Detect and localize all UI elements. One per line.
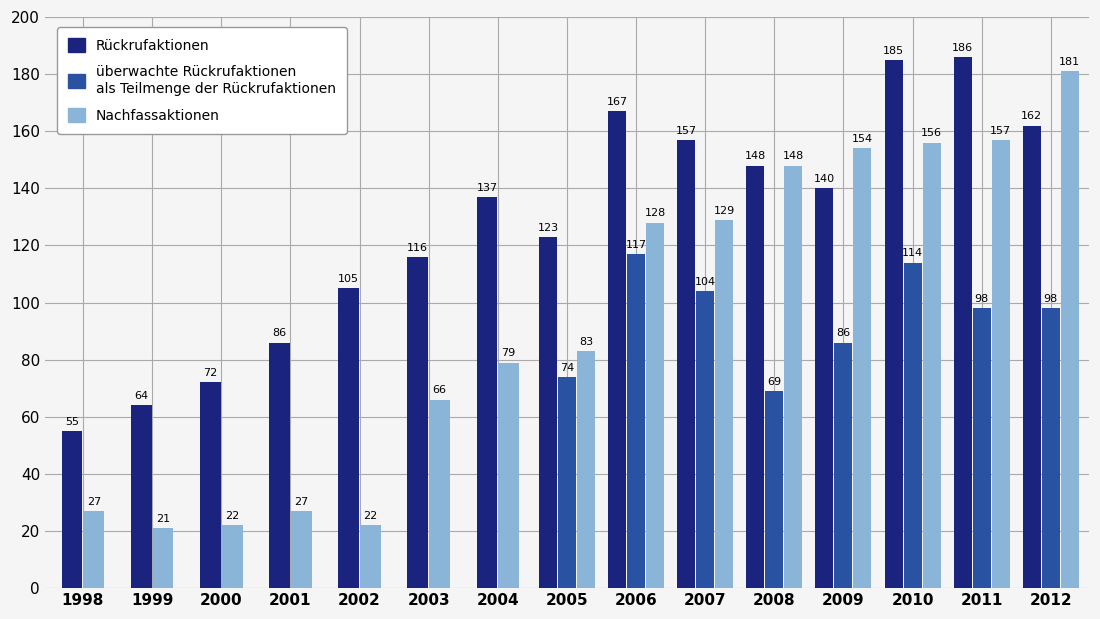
Bar <box>903 262 922 588</box>
Bar <box>290 511 311 588</box>
Bar <box>476 197 497 588</box>
Bar <box>766 391 783 588</box>
Text: 66: 66 <box>432 386 447 396</box>
Bar <box>992 140 1010 588</box>
Bar <box>972 308 991 588</box>
Text: 148: 148 <box>745 151 766 162</box>
Text: 98: 98 <box>975 294 989 304</box>
Text: 186: 186 <box>953 43 974 53</box>
Text: 116: 116 <box>407 243 428 253</box>
Bar <box>784 165 802 588</box>
Text: 55: 55 <box>65 417 79 426</box>
Bar <box>131 405 152 588</box>
Bar <box>923 143 940 588</box>
Text: 148: 148 <box>783 151 804 162</box>
Text: 157: 157 <box>990 126 1011 136</box>
Bar <box>407 257 428 588</box>
Text: 185: 185 <box>883 46 904 56</box>
Text: 105: 105 <box>338 274 359 284</box>
Bar <box>360 526 381 588</box>
Text: 79: 79 <box>502 348 516 358</box>
Text: 86: 86 <box>836 328 850 338</box>
Bar <box>200 383 221 588</box>
Bar <box>884 60 903 588</box>
Text: 128: 128 <box>645 209 665 219</box>
Text: 167: 167 <box>606 97 628 107</box>
Text: 181: 181 <box>1059 57 1080 67</box>
Bar <box>62 431 82 588</box>
Text: 162: 162 <box>1021 111 1043 121</box>
Bar <box>270 342 290 588</box>
Text: 22: 22 <box>363 511 377 521</box>
Text: 154: 154 <box>851 134 873 144</box>
Bar <box>1042 308 1060 588</box>
Text: 64: 64 <box>134 391 148 401</box>
Text: 74: 74 <box>560 363 574 373</box>
Text: 117: 117 <box>626 240 647 249</box>
Text: 86: 86 <box>273 328 287 338</box>
Bar <box>696 291 714 588</box>
Text: 83: 83 <box>579 337 593 347</box>
Bar <box>1023 126 1041 588</box>
Bar <box>498 363 519 588</box>
Bar <box>339 288 359 588</box>
Text: 104: 104 <box>694 277 716 287</box>
Bar <box>746 165 764 588</box>
Bar <box>678 140 695 588</box>
Bar <box>153 528 174 588</box>
Text: 69: 69 <box>768 377 781 387</box>
Text: 137: 137 <box>476 183 497 193</box>
Bar <box>815 188 834 588</box>
Bar <box>627 254 645 588</box>
Text: 157: 157 <box>675 126 696 136</box>
Text: 27: 27 <box>87 496 101 507</box>
Bar <box>558 377 576 588</box>
Bar <box>715 220 734 588</box>
Text: 156: 156 <box>921 128 942 139</box>
Legend: Rückrufaktionen, überwachte Rückrufaktionen
als Teilmenge der Rückrufaktionen, N: Rückrufaktionen, überwachte Rückrufaktio… <box>57 27 348 134</box>
Text: 22: 22 <box>226 511 240 521</box>
Bar <box>646 223 664 588</box>
Text: 98: 98 <box>1044 294 1058 304</box>
Bar <box>854 149 871 588</box>
Text: 140: 140 <box>814 174 835 184</box>
Bar <box>539 237 557 588</box>
Text: 123: 123 <box>538 223 559 233</box>
Bar <box>835 342 852 588</box>
Bar <box>429 400 450 588</box>
Bar <box>1060 71 1079 588</box>
Bar <box>578 351 595 588</box>
Bar <box>954 57 971 588</box>
Text: 114: 114 <box>902 248 923 258</box>
Bar <box>84 511 104 588</box>
Bar <box>608 111 626 588</box>
Text: 27: 27 <box>294 496 308 507</box>
Text: 21: 21 <box>156 514 170 524</box>
Text: 129: 129 <box>714 206 735 215</box>
Text: 72: 72 <box>204 368 218 378</box>
Bar <box>222 526 242 588</box>
